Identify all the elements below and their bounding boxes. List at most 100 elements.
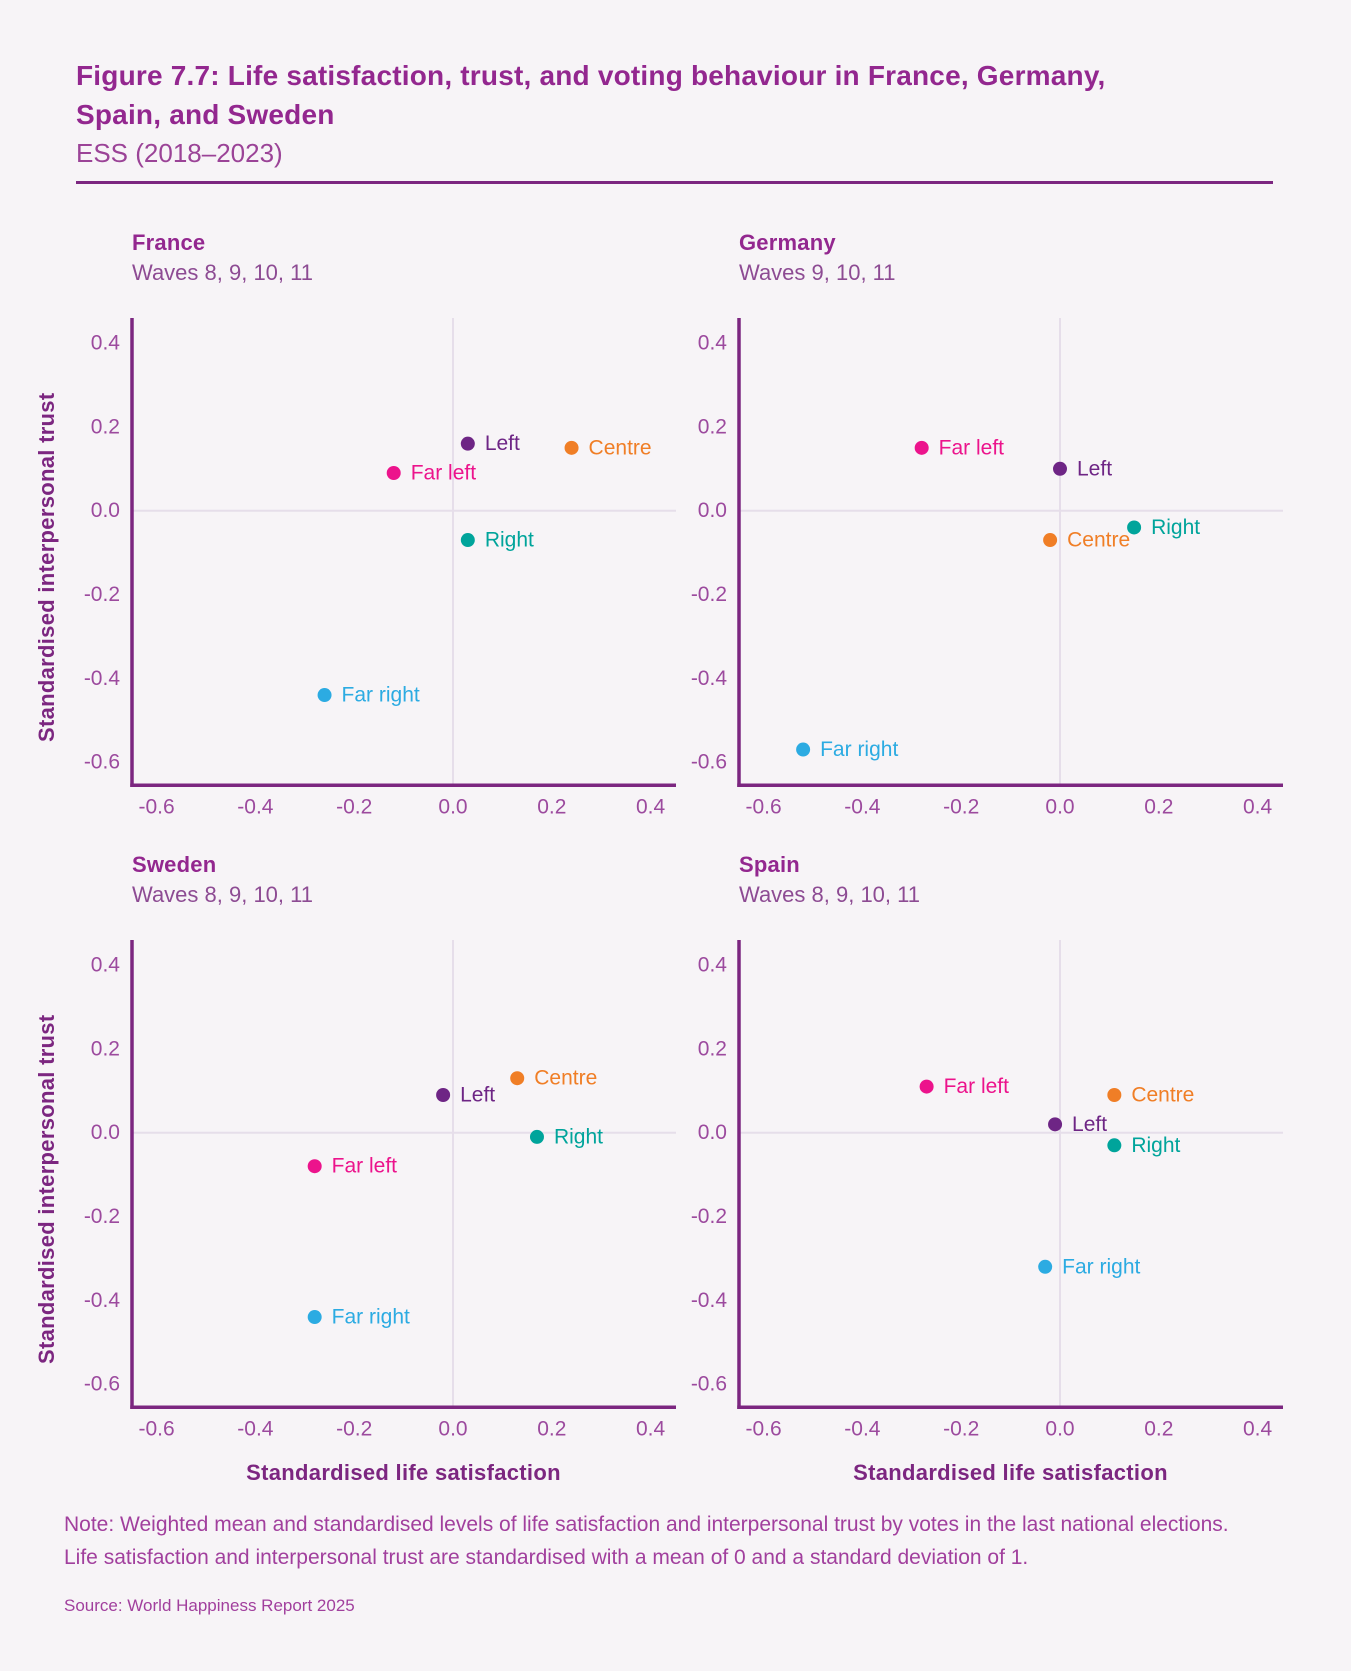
data-point-label: Centre	[1067, 529, 1130, 552]
data-point-label: Far right	[1062, 1255, 1140, 1278]
data-point-dot	[460, 436, 475, 451]
data-point-centre: Centre	[1043, 529, 1130, 552]
y-tick-label: -0.2	[84, 1205, 120, 1228]
y-tick-label: -0.6	[84, 751, 120, 774]
x-tick-label: 0.2	[537, 1418, 566, 1441]
x-axis-title-right-column: Standardised life satisfaction	[853, 1460, 1168, 1485]
data-point-dot	[1107, 1138, 1122, 1153]
data-point-dot	[914, 440, 929, 455]
chart-subtitle-france: Waves 8, 9, 10, 11	[132, 260, 313, 285]
y-tick-label: 0.0	[91, 499, 120, 522]
y-tick-label: 0.4	[91, 954, 121, 977]
data-point-dot	[1107, 1087, 1122, 1102]
data-point-label: Right	[1151, 516, 1200, 539]
x-tick-label: 0.2	[1144, 1418, 1173, 1441]
data-point-left: Left	[460, 432, 520, 455]
chart-cell-sweden: Sweden Waves 8, 9, 10, 11 0.4 0.2 0.0 -0.2 -0.…	[64, 852, 676, 1445]
data-point-dot	[386, 465, 401, 480]
chart-cell-france: France Waves 8, 9, 10, 11 0.4 0.2 0.0 -0.2 -0.…	[64, 230, 676, 823]
x-tick-label: 0.4	[1243, 1418, 1273, 1441]
y-tick-label: 0.4	[698, 954, 728, 977]
data-point-dot	[510, 1071, 525, 1086]
x-tick-label: 0.0	[1045, 796, 1074, 819]
x-tick-label: -0.2	[336, 796, 372, 819]
x-tick-label: -0.4	[844, 796, 881, 819]
title-divider-rule	[76, 181, 1273, 184]
chart-subtitle-spain: Waves 8, 9, 10, 11	[739, 882, 920, 907]
data-point-label: Right	[485, 529, 534, 552]
scatter-plot-france: 0.4 0.2 0.0 -0.2 -0.4 -0.6 -0.6 -0.4 -0.2 0.0 0.2 0…	[84, 318, 676, 819]
data-point-label: Centre	[534, 1067, 597, 1090]
data-point-far_right: Far right	[317, 684, 420, 707]
scatter-plot-spain: 0.4 0.2 0.0 -0.2 -0.4 -0.6 -0.6 -0.4 -0.2 0.0 0.2 0…	[691, 940, 1283, 1441]
data-point-label: Far left	[411, 461, 477, 484]
data-point-dot	[1127, 520, 1142, 535]
data-point-label: Centre	[1131, 1083, 1194, 1106]
data-point-label: Centre	[589, 436, 652, 459]
y-tick-label: 0.2	[698, 1037, 727, 1060]
x-axis-title-left-column: Standardised life satisfaction	[246, 1460, 561, 1485]
x-tick-label: 0.0	[1045, 1418, 1074, 1441]
x-tick-label: -0.2	[943, 1418, 979, 1441]
data-point-label: Far right	[820, 738, 898, 761]
x-tick-label: -0.6	[139, 796, 175, 819]
data-point-left: Left	[436, 1083, 495, 1106]
x-tick-label: 0.2	[537, 796, 566, 819]
figure-title: Figure 7.7: Life satisfaction, trust, an…	[76, 56, 1106, 134]
y-tick-label: 0.2	[91, 415, 120, 438]
data-point-dot	[1038, 1259, 1053, 1274]
y-tick-label: -0.2	[84, 583, 120, 606]
data-point-label: Left	[460, 1083, 495, 1106]
data-point-far_left: Far left	[386, 461, 477, 484]
data-point-label: Right	[554, 1125, 603, 1148]
chart-title-sweden: Sweden	[132, 852, 217, 877]
chart-title-germany: Germany	[739, 230, 836, 255]
data-point-dot	[307, 1159, 322, 1174]
y-tick-label: 0.0	[698, 499, 727, 522]
x-tick-label: 0.0	[438, 1418, 467, 1441]
data-point-dot	[317, 688, 332, 703]
data-point-label: Far right	[342, 684, 420, 707]
data-point-label: Left	[485, 432, 520, 455]
note-text: Note: Weighted mean and standardised lev…	[64, 1513, 1229, 1569]
y-tick-label: -0.4	[84, 667, 121, 690]
data-point-far_right: Far right	[796, 738, 898, 761]
data-point-dot	[307, 1310, 322, 1325]
x-tick-label: -0.6	[746, 1418, 782, 1441]
y-axis-title-top-row: Standardised interpersonal trust	[34, 392, 59, 742]
y-tick-label: -0.6	[691, 751, 727, 774]
data-point-centre: Centre	[510, 1067, 597, 1090]
x-tick-label: 0.2	[1144, 796, 1173, 819]
x-tick-label: -0.4	[844, 1418, 881, 1441]
figure-dataset-subtitle: ESS (2018–2023)	[76, 138, 283, 168]
y-tick-label: -0.4	[84, 1289, 121, 1312]
data-point-label: Right	[1131, 1134, 1180, 1157]
y-tick-label: -0.6	[691, 1373, 727, 1396]
y-tick-label: 0.2	[698, 415, 727, 438]
chart-title-france: France	[132, 230, 206, 255]
data-point-dot	[1043, 533, 1058, 548]
data-point-label: Far right	[332, 1306, 410, 1329]
x-tick-label: 0.4	[636, 796, 666, 819]
scatter-plot-germany: 0.4 0.2 0.0 -0.2 -0.4 -0.6 -0.6 -0.4 -0.2 0.0 0.2 0…	[691, 318, 1283, 819]
x-tick-label: -0.2	[336, 1418, 372, 1441]
chart-subtitle-germany: Waves 9, 10, 11	[739, 260, 896, 285]
y-tick-label: -0.2	[691, 583, 727, 606]
x-tick-label: 0.4	[636, 1418, 666, 1441]
y-tick-label: 0.4	[698, 332, 728, 355]
x-tick-label: 0.4	[1243, 796, 1273, 819]
data-point-dot	[1048, 1117, 1063, 1132]
x-tick-label: 0.0	[438, 796, 467, 819]
chart-title-spain: Spain	[739, 852, 800, 877]
data-point-right: Right	[460, 529, 534, 552]
data-point-label: Far left	[944, 1075, 1010, 1098]
figure-title-line1: Figure 7.7: Life satisfaction, trust, an…	[76, 60, 1106, 91]
y-tick-label: -0.6	[84, 1373, 120, 1396]
data-point-label: Far left	[332, 1155, 398, 1178]
y-tick-label: 0.0	[91, 1121, 120, 1144]
chart-cell-germany: Germany Waves 9, 10, 11 0.4 0.2 0.0 -0.2 -0.4 -…	[671, 230, 1283, 823]
y-tick-label: 0.4	[91, 332, 121, 355]
data-point-dot	[529, 1129, 544, 1144]
data-point-left: Left	[1053, 457, 1112, 480]
